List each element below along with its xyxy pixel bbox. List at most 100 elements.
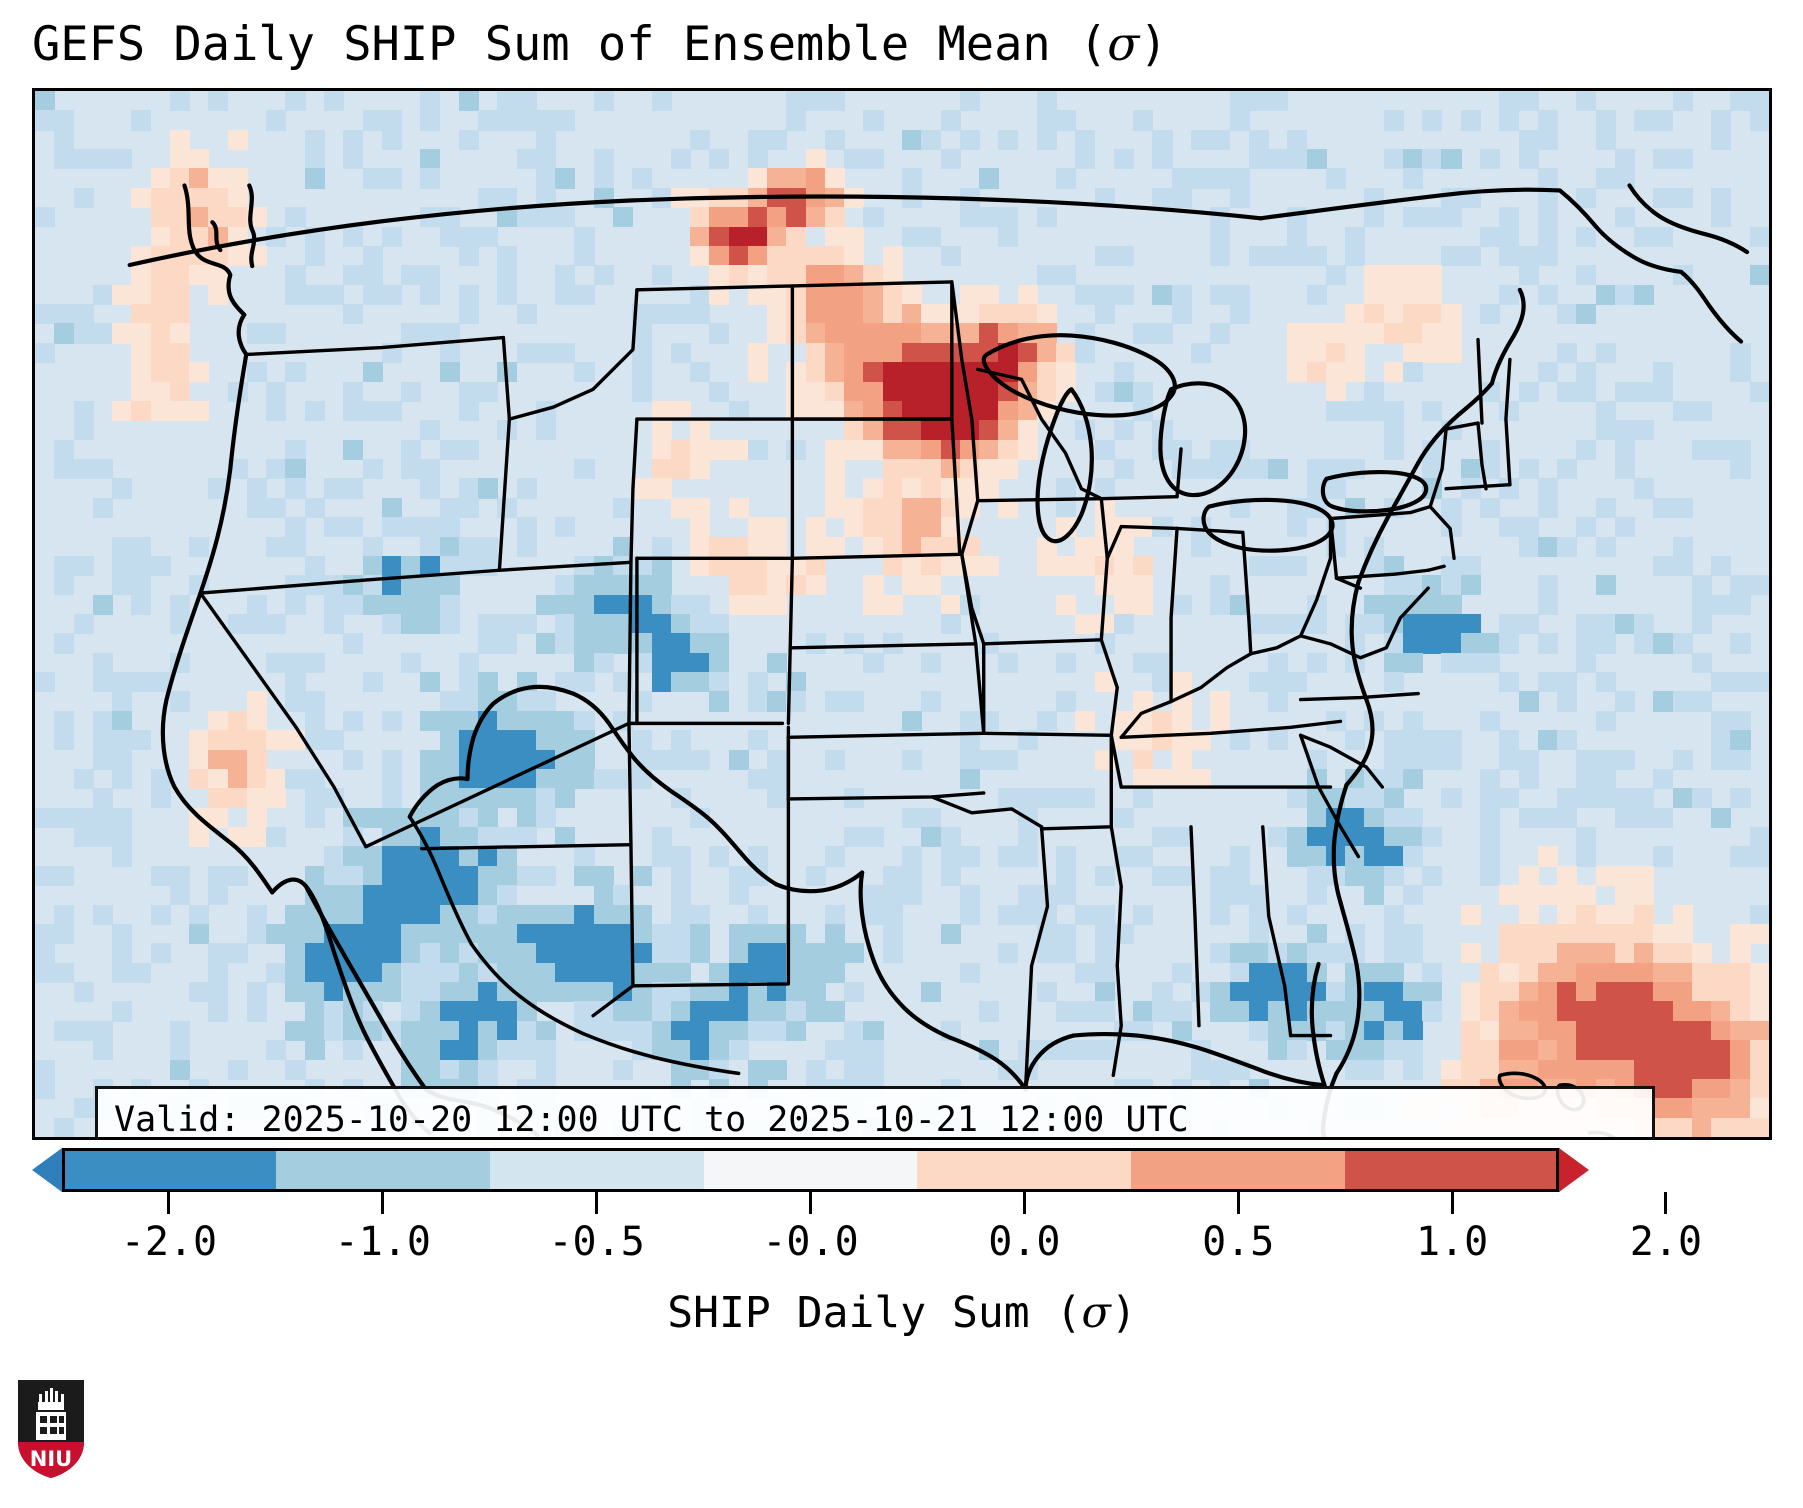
grid-cell bbox=[844, 381, 865, 402]
grid-cell bbox=[979, 555, 1000, 577]
grid-cell bbox=[998, 420, 1019, 441]
grid-cell bbox=[1036, 304, 1057, 325]
grid-cell bbox=[112, 323, 133, 344]
grid-cell bbox=[1537, 497, 1558, 518]
grid-cell bbox=[1229, 284, 1250, 305]
grid-cell bbox=[1287, 323, 1308, 344]
grid-cell bbox=[1595, 420, 1616, 441]
grid-cell bbox=[1306, 614, 1327, 635]
grid-cell bbox=[728, 400, 749, 422]
grid-cell bbox=[1672, 91, 1693, 112]
grid-cell bbox=[824, 381, 845, 402]
grid-cell bbox=[1614, 284, 1635, 305]
grid-cell bbox=[1402, 265, 1423, 286]
grid-cell bbox=[169, 91, 190, 112]
grid-cell bbox=[959, 323, 980, 344]
grid-cell bbox=[458, 129, 479, 150]
grid-cell bbox=[227, 129, 248, 150]
colorbar-tick bbox=[381, 1192, 385, 1214]
grid-cell bbox=[1576, 304, 1597, 325]
grid-cell bbox=[632, 362, 653, 383]
grid-cell bbox=[844, 323, 865, 344]
grid-cell bbox=[1094, 304, 1115, 325]
grid-cell bbox=[1306, 652, 1327, 673]
grid-cell bbox=[786, 226, 807, 247]
grid-cell bbox=[1672, 149, 1693, 170]
grid-cell bbox=[169, 323, 190, 344]
colorbar-gradient[interactable] bbox=[62, 1148, 1560, 1192]
grid-cell bbox=[516, 149, 537, 170]
grid-cell bbox=[1383, 149, 1404, 170]
grid-cell bbox=[112, 536, 133, 557]
grid-cell bbox=[1113, 555, 1134, 577]
grid-cell bbox=[979, 168, 1000, 189]
grid-cell bbox=[1595, 284, 1616, 305]
grid-cell bbox=[805, 323, 826, 344]
grid-cell bbox=[169, 265, 190, 286]
map-panel[interactable]: Valid: 2025-10-20 12:00 UTC to 2025-10-2… bbox=[32, 88, 1772, 1140]
grid-cell bbox=[1191, 342, 1212, 363]
grid-cell bbox=[1191, 168, 1212, 189]
grid-cell bbox=[92, 323, 113, 344]
grid-cell bbox=[574, 284, 595, 305]
grid-cell bbox=[574, 226, 595, 247]
grid-cell bbox=[516, 207, 537, 228]
grid-cell bbox=[1537, 129, 1558, 150]
grid-cell bbox=[1537, 594, 1558, 615]
grid-cell bbox=[921, 342, 942, 363]
grid-cell bbox=[979, 207, 1000, 228]
grid-cell bbox=[998, 400, 1019, 422]
grid-cell bbox=[574, 672, 595, 693]
grid-cell bbox=[304, 555, 325, 577]
grid-cell bbox=[266, 381, 287, 402]
grid-cell bbox=[805, 245, 826, 267]
grid-cell bbox=[1056, 594, 1077, 615]
colorbar-tick bbox=[595, 1192, 599, 1214]
grid-cell bbox=[690, 129, 711, 150]
grid-cell bbox=[690, 226, 711, 247]
grid-cell bbox=[593, 168, 614, 189]
grid-cell bbox=[1537, 478, 1558, 499]
grid-cell bbox=[343, 129, 364, 150]
grid-cell bbox=[285, 478, 306, 499]
grid-cell bbox=[921, 652, 942, 673]
grid-cell bbox=[651, 400, 672, 422]
grid-cell bbox=[1383, 594, 1404, 615]
colorbar-under-arrow bbox=[32, 1148, 62, 1192]
grid-cell bbox=[805, 517, 826, 538]
colorbar-panel[interactable]: -2.0 -1.0 -0.5 -0.0 0.0 0.5 1.0 2.0 SHIP Daily … bbox=[32, 1148, 1772, 1508]
grid-cell bbox=[921, 304, 942, 325]
grid-cell bbox=[1152, 323, 1173, 344]
grid-cell bbox=[786, 168, 807, 189]
grid-cell bbox=[1499, 91, 1520, 112]
grid-cell bbox=[169, 226, 190, 247]
grid-cell bbox=[285, 91, 306, 112]
grid-cell bbox=[613, 207, 634, 228]
grid-cell bbox=[112, 672, 133, 693]
grid-cell bbox=[767, 555, 788, 577]
grid-cell bbox=[1499, 245, 1520, 267]
grid-cell bbox=[979, 323, 1000, 344]
grid-cell bbox=[112, 149, 133, 170]
grid-cell bbox=[131, 187, 152, 208]
grid-cell bbox=[1595, 129, 1616, 150]
grid-cell bbox=[227, 245, 248, 267]
grid-cell bbox=[92, 652, 113, 673]
grid-cell bbox=[478, 187, 499, 208]
colorbar-tick bbox=[1236, 1192, 1240, 1214]
grid-cell bbox=[420, 517, 441, 538]
grid-cell bbox=[1711, 187, 1732, 208]
grid-cell bbox=[1210, 129, 1231, 150]
grid-cell bbox=[1075, 342, 1096, 363]
grid-cell bbox=[882, 362, 903, 383]
grid-cell bbox=[902, 381, 923, 402]
grid-cell bbox=[535, 110, 556, 131]
grid-cell bbox=[998, 652, 1019, 673]
colorbar-tick-label: 2.0 bbox=[1629, 1219, 1703, 1265]
grid-cell bbox=[1576, 362, 1597, 383]
grid-cell bbox=[343, 226, 364, 247]
grid-cell bbox=[1191, 459, 1212, 480]
grid-cell bbox=[1113, 459, 1134, 480]
grid-cell bbox=[343, 400, 364, 422]
grid-cell bbox=[1383, 110, 1404, 131]
